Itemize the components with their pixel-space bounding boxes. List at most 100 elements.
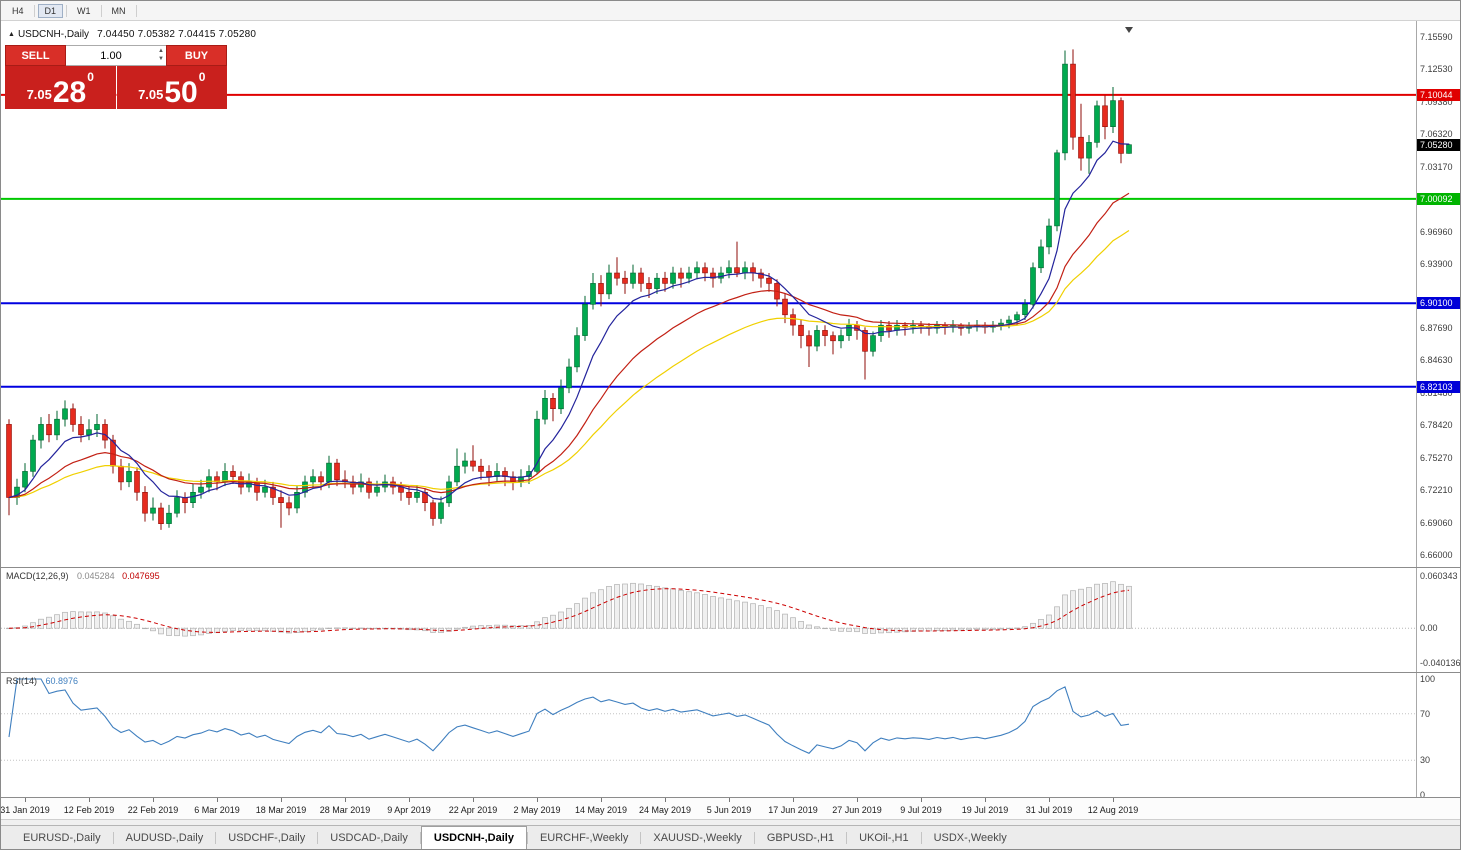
sell-price-display[interactable]: 7.05 28 0 [5,66,116,109]
date-tick [409,798,410,802]
candle-body [694,267,700,274]
candle-body [1078,136,1084,159]
candle-body [726,267,732,274]
one-click-panel-toggle-icon[interactable]: ▲ [8,31,15,38]
tab-usdcad-daily[interactable]: USDCAD-,Daily [330,831,408,844]
macd-histogram-bar [1054,606,1060,629]
chart-shift-marker-icon [1125,27,1133,33]
candle-body [1046,225,1052,248]
macd-histogram-bar [750,603,756,629]
level-price-badge: 7.10044 [1417,89,1460,101]
candle-body [38,424,44,441]
candle-body [318,476,324,483]
macd-histogram-bar [806,624,812,629]
macd-axis-label: 0.060343 [1420,571,1458,581]
tab-eurchf-weekly[interactable]: EURCHF-,Weekly [539,831,629,844]
volume-increase-icon[interactable]: ▲ [158,48,164,54]
macd-panel: MACD(12,26,9) 0.045284 0.047695 0.060343… [1,568,1460,673]
candle-body [702,267,708,274]
tab-gbpusd-h1[interactable]: GBPUSD-,H1 [766,831,835,844]
date-tick [345,798,346,802]
price-chart-svg [1,27,1416,530]
candle-body [654,277,660,289]
candle-body [398,486,404,493]
macd-histogram-bar [1102,583,1108,629]
tab-ukoil-h1[interactable]: UKOil-,H1 [859,831,909,844]
macd-histogram-bar [630,582,636,629]
macd-histogram-bar [990,627,996,630]
date-tick [857,798,858,802]
tab-separator [526,831,528,844]
candle-body [814,330,820,347]
tab-usdchf-daily[interactable]: USDCHF-,Daily [228,831,306,844]
macd-histogram-bar [590,592,596,629]
volume-input[interactable] [66,46,166,65]
macd-histogram-bar [230,627,236,631]
macd-histogram-bar [246,627,252,631]
date-tick [793,798,794,802]
macd-histogram-bar [238,627,244,631]
date-label: 22 Apr 2019 [448,805,498,815]
macd-histogram-bar [222,627,228,632]
date-tick [665,798,666,802]
date-axis: 31 Jan 2019 12 Feb 2019 22 Feb 2019 6 Mar 2… [1,798,1460,820]
candle-body [294,491,300,509]
tab-usdx-weekly[interactable]: USDX-,Weekly [933,831,1007,844]
tab-xauusd-weekly[interactable]: XAUUSD-,Weekly [653,831,742,844]
macd-histogram-bar [582,597,588,629]
volume-decrease-icon[interactable]: ▼ [158,56,164,62]
timeframe-button-h4[interactable]: H4 [12,5,24,16]
date-tick [985,798,986,802]
candle-body [766,277,772,284]
macd-histogram-bar [1126,585,1132,629]
sell-button[interactable]: SELL [5,45,66,66]
timeframe-button-d1[interactable]: D1 [37,3,64,18]
macd-histogram-bar [1070,590,1076,629]
tab-usdcnh-daily[interactable]: USDCNH-,Daily [420,826,527,849]
price-axis-label: 7.09380 [1420,97,1453,107]
date-label: 19 Jul 2019 [961,805,1009,815]
candle-body [750,267,756,274]
macd-histogram-bar [1118,583,1124,629]
tab-audusd-daily[interactable]: AUDUSD-,Daily [125,831,204,844]
macd-svg [1,581,1416,637]
tab-separator [640,831,642,844]
ma-line-fast [8,140,1130,501]
timeframe-button-mn[interactable]: MN [111,5,126,16]
candle-body [622,277,628,284]
one-click-trade-panel: SELL ▲ ▼ BUY 7.05 28 [5,45,227,109]
rsi-plot[interactable]: RSI(14) 60.8976 [1,673,1416,797]
macd-histogram-bar [734,600,740,629]
macd-histogram-bar [870,627,876,634]
price-axis-label: 6.78420 [1420,420,1453,430]
timeframe-button-w1[interactable]: W1 [77,5,91,16]
macd-histogram-bar [846,627,852,632]
price-axis-label: 6.96960 [1420,227,1453,237]
price-chart-plot[interactable]: ▲ USDCNH-,Daily 7.04450 7.05382 7.04415 … [1,21,1416,567]
macd-histogram-bar [294,627,300,633]
date-label: 28 Mar 2019 [319,805,371,815]
macd-histogram-bar [142,627,148,630]
macd-histogram-bar [70,611,76,629]
chart-header: ▲ USDCNH-,Daily 7.04450 7.05382 7.04415 … [8,29,256,40]
date-label: 6 Mar 2019 [194,805,240,815]
macd-histogram-bar [30,622,36,629]
candle-body [1102,105,1108,128]
buy-price-display[interactable]: 7.05 50 0 [116,66,227,109]
chart-symbol-title: USDCNH-,Daily [17,29,90,40]
macd-histogram-bar [342,627,348,629]
candle-body [758,272,764,279]
candle-body [54,418,60,436]
macd-axis: 0.060343 0.00 -0.040136 [1416,568,1460,672]
macd-plot[interactable]: MACD(12,26,9) 0.045284 0.047695 [1,568,1416,672]
buy-button[interactable]: BUY [166,45,227,66]
rsi-axis-label: 70 [1420,709,1431,719]
macd-histogram-bar [966,627,972,631]
date-label: 2 May 2019 [513,805,561,815]
candle-body [846,324,852,336]
macd-histogram-bar [1014,627,1020,629]
tab-eurusd-daily[interactable]: EURUSD-,Daily [23,831,101,844]
candle-body [558,387,564,410]
candle-body [574,335,580,368]
candle-body [454,465,460,483]
